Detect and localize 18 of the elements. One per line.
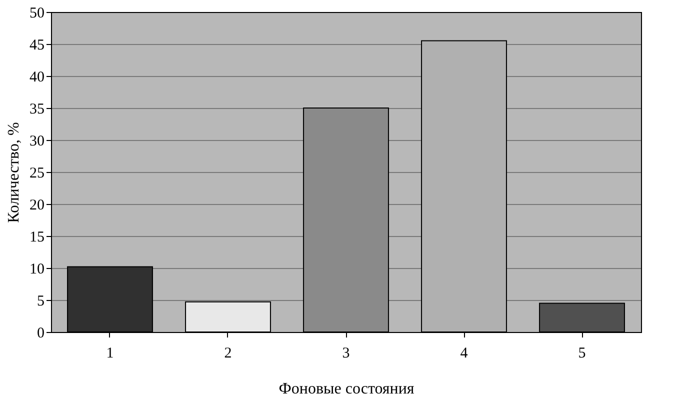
y-tick-label: 5 bbox=[37, 294, 44, 310]
y-axis-title: Количество, % bbox=[6, 122, 22, 223]
y-tick-label: 30 bbox=[30, 134, 44, 150]
y-tick-label: 45 bbox=[30, 38, 44, 54]
y-tick-label: 0 bbox=[37, 326, 44, 342]
x-axis-title: Фоновые состояния bbox=[278, 380, 415, 398]
y-tick-label: 15 bbox=[30, 230, 44, 246]
y-tick-label: 35 bbox=[30, 102, 44, 118]
x-tick-label: 3 bbox=[342, 346, 350, 362]
y-tick-label: 40 bbox=[30, 70, 44, 86]
y-tick-label: 20 bbox=[30, 198, 44, 214]
y-tick-label: 25 bbox=[30, 166, 44, 182]
y-tick-label: 10 bbox=[30, 262, 44, 278]
x-tick-label: 2 bbox=[224, 346, 232, 362]
x-tick-label: 5 bbox=[578, 346, 586, 362]
y-tick-label: 50 bbox=[30, 6, 44, 22]
x-tick-label: 4 bbox=[460, 346, 468, 362]
x-tick-label: 1 bbox=[106, 346, 114, 362]
